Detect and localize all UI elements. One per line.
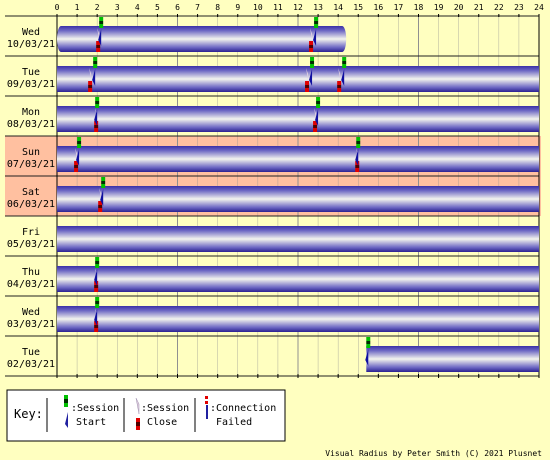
session-close-marker xyxy=(313,108,318,132)
x-tick-label: 24 xyxy=(534,3,544,12)
legend-failed-line1: :Connection xyxy=(210,403,276,414)
x-tick-label: 8 xyxy=(215,3,220,12)
x-tick-label: 7 xyxy=(195,3,200,12)
session-close-marker xyxy=(96,28,101,52)
session-start-marker xyxy=(100,177,106,206)
x-tick-label: 17 xyxy=(394,3,404,12)
x-tick-label: 21 xyxy=(474,3,484,12)
x-tick-label: 15 xyxy=(353,3,363,12)
x-tick-label: 19 xyxy=(434,3,444,12)
session-close-marker xyxy=(309,28,314,52)
online-session-band xyxy=(57,26,347,52)
session-start-marker xyxy=(92,57,98,86)
row-day-label: Mon xyxy=(22,107,40,118)
row-date-label: 03/03/21 xyxy=(7,319,55,330)
row-date-label: 09/03/21 xyxy=(7,79,55,90)
session-start-marker xyxy=(94,97,100,126)
row-date-label: 05/03/21 xyxy=(7,239,55,250)
x-tick-label: 5 xyxy=(155,3,160,12)
row-day-label: Sun xyxy=(22,147,40,158)
x-tick-label: 6 xyxy=(175,3,180,12)
session-start-marker xyxy=(76,137,82,166)
row-date-label: 08/03/21 xyxy=(7,119,55,130)
session-start-marker xyxy=(315,97,321,126)
row-day-label: Thu xyxy=(22,267,40,278)
online-session-band xyxy=(366,346,539,372)
online-bands xyxy=(57,26,539,372)
row-date-label: 06/03/21 xyxy=(7,199,55,210)
x-tick-label: 1 xyxy=(75,3,80,12)
legend-connection-failed-icon xyxy=(205,396,208,419)
row-day-label: Wed xyxy=(22,307,40,318)
x-tick-label: 22 xyxy=(494,3,504,12)
x-tick-label: 20 xyxy=(454,3,464,12)
row-day-label: Tue xyxy=(22,67,40,78)
session-close-marker xyxy=(88,68,93,92)
axis-labels: 0 1 2 3 4 5 6 7 8 9 10 11 12 13 14 15 16 17 18 19 20 21 22 23 24… xyxy=(7,3,544,378)
x-tick-label: 16 xyxy=(374,3,384,12)
online-session-band xyxy=(57,226,539,252)
session-close-marker xyxy=(74,148,79,172)
credit-text: Visual Radius by Peter Smith (C) 2021 Pl… xyxy=(325,449,542,458)
row-day-label: Wed xyxy=(22,27,40,38)
session-start-marker xyxy=(94,297,100,326)
x-tick-label: 9 xyxy=(235,3,240,12)
session-close-marker xyxy=(98,188,103,212)
row-day-label: Sat xyxy=(22,187,40,198)
legend-session-close-icon xyxy=(135,397,140,430)
row-date-label: 02/03/21 xyxy=(7,359,55,370)
online-session-band xyxy=(57,146,539,172)
legend-session-start-icon xyxy=(64,395,68,428)
session-start-marker xyxy=(309,57,315,86)
legend-start-line2: Start xyxy=(76,417,106,428)
session-start-marker xyxy=(365,337,371,366)
row-date-label: 04/03/21 xyxy=(7,279,55,290)
x-tick-label: 0 xyxy=(55,3,60,12)
legend-failed-line2: Failed xyxy=(216,417,252,428)
session-start-marker xyxy=(355,137,361,166)
x-tick-label: 14 xyxy=(333,3,343,12)
x-tick-label: 2 xyxy=(95,3,100,12)
legend-start-line1: :Session xyxy=(71,403,119,414)
x-tick-label: 10 xyxy=(253,3,263,12)
legend-title: Key: xyxy=(14,407,43,421)
session-start-marker xyxy=(98,17,104,46)
session-close-marker xyxy=(337,68,342,92)
legend-close-line2: Close xyxy=(147,417,177,428)
legend-close-line1: :Session xyxy=(141,403,189,414)
x-tick-label: 11 xyxy=(273,3,283,12)
session-start-marker xyxy=(313,17,319,46)
x-tick-label: 18 xyxy=(414,3,424,12)
session-markers xyxy=(74,17,371,366)
online-session-band xyxy=(57,266,539,292)
session-start-marker xyxy=(341,57,347,86)
online-session-band xyxy=(57,66,539,92)
session-close-marker xyxy=(305,68,310,92)
online-session-band xyxy=(57,186,539,212)
row-date-label: 07/03/21 xyxy=(7,159,55,170)
x-tick-label: 4 xyxy=(135,3,140,12)
x-tick-label: 3 xyxy=(115,3,120,12)
x-tick-label: 12 xyxy=(293,3,303,12)
x-tick-label: 13 xyxy=(313,3,323,12)
row-day-label: Tue xyxy=(22,347,40,358)
online-session-band xyxy=(57,106,539,132)
legend: Key: :Session Start :Session Close :Conn… xyxy=(6,389,286,442)
online-session-band xyxy=(57,306,539,332)
row-date-label: 10/03/21 xyxy=(7,39,55,50)
row-day-label: Fri xyxy=(22,227,40,238)
session-start-marker xyxy=(94,257,100,286)
x-tick-label: 23 xyxy=(514,3,524,12)
